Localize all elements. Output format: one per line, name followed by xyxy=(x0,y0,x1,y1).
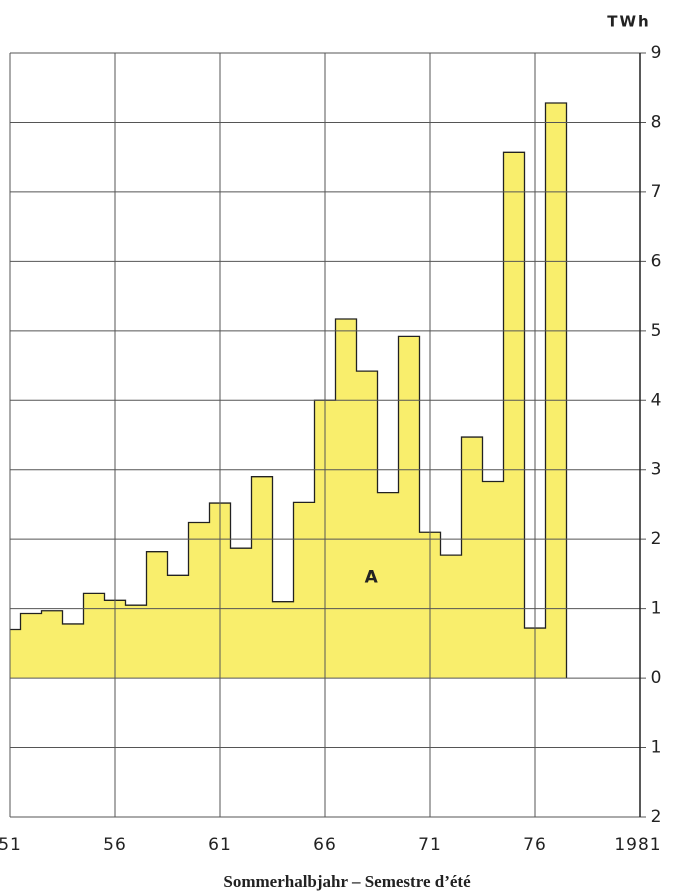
unit-label: TWh xyxy=(607,13,650,31)
bar xyxy=(41,610,63,679)
y-tick-label: 1 xyxy=(651,599,662,619)
y-tick-label: 0 xyxy=(651,668,662,688)
y-tick-label: 2 xyxy=(651,807,662,827)
bar xyxy=(188,522,210,679)
bars xyxy=(10,102,568,679)
bar xyxy=(503,152,525,679)
annotation: A xyxy=(365,567,379,587)
y-tick-label: 6 xyxy=(651,251,662,271)
y-tick-label: 4 xyxy=(651,390,662,410)
bar xyxy=(230,548,252,679)
bar xyxy=(83,593,105,679)
bar xyxy=(272,601,294,679)
x-tick-label: 51 xyxy=(0,835,22,855)
x-tick-label: 61 xyxy=(208,835,232,855)
bar xyxy=(461,437,483,679)
y-tick-label: 8 xyxy=(651,112,662,132)
bar xyxy=(545,103,567,679)
bar xyxy=(377,492,399,679)
y-tick-label: 1 xyxy=(651,738,662,758)
bar xyxy=(125,605,147,679)
bar xyxy=(293,502,315,679)
y-tick-label: 5 xyxy=(651,321,662,341)
grid xyxy=(9,52,646,818)
bar xyxy=(62,623,84,679)
bar xyxy=(251,476,273,679)
bar xyxy=(10,629,21,679)
x-tick-label: 1981 xyxy=(614,835,661,855)
bar xyxy=(440,555,462,679)
bar xyxy=(167,575,189,679)
x-tick-label: 56 xyxy=(103,835,127,855)
bar xyxy=(356,371,378,679)
bar xyxy=(398,336,420,679)
bar xyxy=(482,481,504,679)
bar xyxy=(146,551,168,679)
x-tick-label: 71 xyxy=(418,835,442,855)
x-axis-label: Sommerhalbjahr – Semestre d’été xyxy=(223,872,471,891)
step-outline xyxy=(10,102,568,679)
bar xyxy=(335,319,357,679)
x-tick-label: 76 xyxy=(523,835,547,855)
bar xyxy=(20,613,42,679)
y-tick-label: 3 xyxy=(651,460,662,480)
y-tick-label: 7 xyxy=(651,182,662,202)
y-tick-label: 2 xyxy=(651,529,662,549)
y-tick-label: 9 xyxy=(651,43,662,63)
x-tick-label: 66 xyxy=(313,835,337,855)
